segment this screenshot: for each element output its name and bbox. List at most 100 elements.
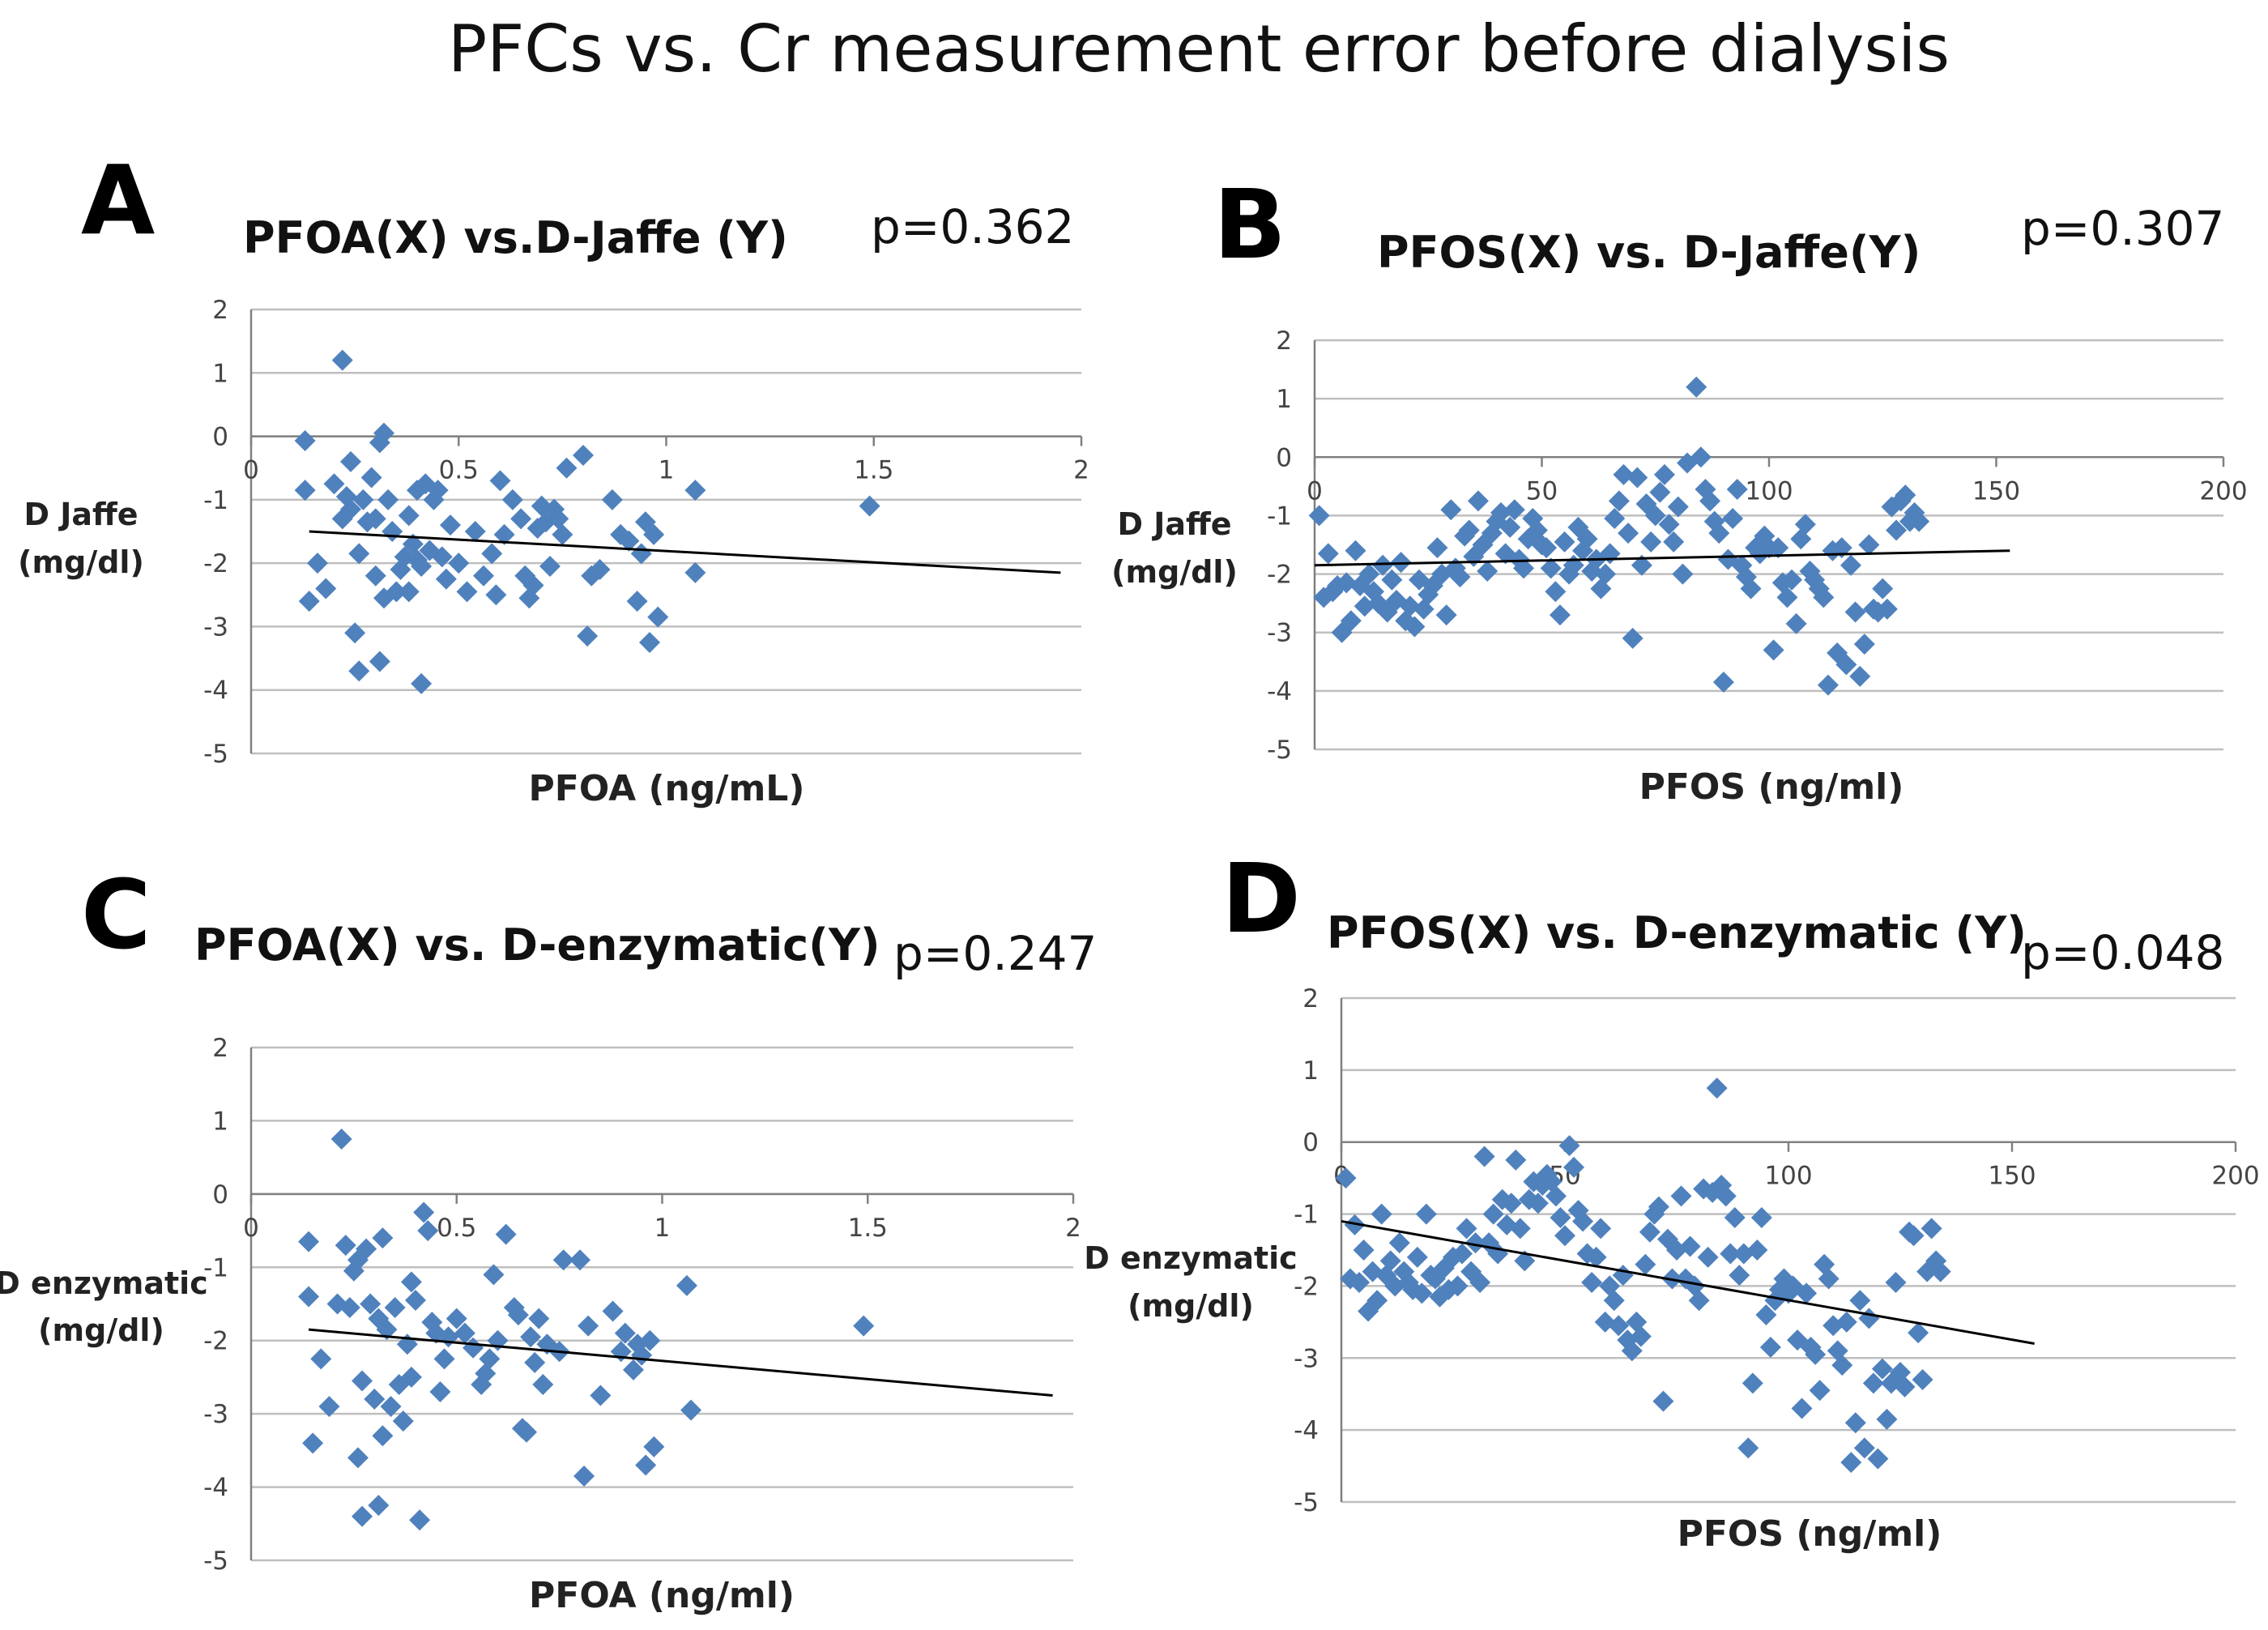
x-axis-label: PFOS (ng/ml): [1678, 1513, 1942, 1555]
y-tick-label: 1: [1276, 385, 1292, 414]
data-point: [382, 521, 403, 542]
data-point: [501, 489, 523, 510]
data-point: [1653, 463, 1675, 485]
y-tick-label: -4: [1267, 677, 1292, 706]
data-point: [347, 1447, 369, 1469]
data-point: [400, 1271, 422, 1293]
data-point: [1763, 639, 1784, 661]
data-point: [1785, 612, 1807, 634]
data-point: [1545, 1185, 1567, 1207]
y-tick-label: 1: [212, 359, 228, 388]
y-tick-label: 1: [212, 1107, 228, 1136]
data-point: [1872, 578, 1894, 600]
data-point: [1477, 560, 1498, 582]
y-axis-label-line-2: (mg/dl): [1111, 554, 1238, 590]
data-point: [481, 543, 503, 565]
data-point: [1871, 1358, 1893, 1380]
data-point: [1853, 1437, 1875, 1459]
panel-a: A PFOA(X) vs.D-Jaffe (Y) p=0.362 D Jaffe…: [18, 144, 1089, 809]
data-point: [1340, 610, 1362, 632]
data-point: [1715, 1185, 1737, 1207]
data-point: [1358, 563, 1380, 585]
data-point: [373, 422, 394, 444]
data-point: [1554, 531, 1575, 553]
data-point: [464, 521, 486, 542]
data-point: [1379, 1250, 1401, 1272]
data-point: [1670, 1185, 1692, 1207]
data-point: [1440, 499, 1462, 521]
x-tick-label: 200: [2211, 1162, 2259, 1191]
data-point: [392, 1410, 414, 1432]
data-point: [1640, 531, 1662, 553]
data-point: [639, 632, 660, 653]
data-point: [859, 495, 880, 517]
data-point: [1712, 672, 1734, 693]
data-point: [1554, 1225, 1575, 1247]
data-point: [1781, 569, 1803, 591]
data-point: [398, 505, 420, 527]
y-tick-label: -1: [1267, 501, 1292, 531]
data-point: [1513, 557, 1535, 579]
data-point: [402, 533, 424, 555]
data-point: [532, 1373, 554, 1395]
data-point: [298, 591, 320, 612]
data-point: [1648, 1196, 1669, 1218]
y-axis-label-line-1: D enzymatic: [0, 1265, 208, 1301]
data-point: [1649, 481, 1671, 503]
data-point: [372, 1227, 394, 1249]
x-tick-label: 150: [1988, 1162, 2036, 1191]
x-tick-label: 200: [2199, 476, 2247, 506]
data-point: [409, 1509, 431, 1531]
data-point: [1840, 1452, 1862, 1474]
data-point: [573, 445, 594, 467]
x-tick-label: 2: [1065, 1214, 1081, 1243]
data-point: [602, 1300, 624, 1322]
data-point: [340, 450, 361, 472]
data-point: [454, 1322, 475, 1344]
data-point: [1699, 490, 1721, 512]
data-point: [1604, 508, 1626, 530]
data-point: [1794, 514, 1816, 536]
data-point: [853, 1315, 875, 1337]
data-point: [1622, 627, 1643, 649]
data-point: [1505, 1149, 1527, 1171]
data-point: [1813, 587, 1835, 608]
trendline: [308, 1328, 1053, 1397]
y-axis-label-line-1: D enzymatic: [1084, 1240, 1297, 1276]
x-axis-label: PFOA (ng/mL): [529, 768, 805, 809]
data-point: [1509, 1218, 1531, 1240]
data-point: [684, 561, 706, 583]
data-point: [360, 1293, 382, 1315]
data-point: [1726, 478, 1748, 500]
data-point: [298, 1286, 320, 1308]
data-point: [483, 1264, 505, 1286]
y-tick-label: -4: [203, 676, 228, 706]
y-tick-label: -1: [203, 486, 228, 515]
data-point: [1366, 1290, 1388, 1312]
data-point: [590, 1385, 612, 1406]
data-point: [1404, 616, 1426, 638]
panel-letter: A: [81, 144, 155, 256]
data-point: [1536, 537, 1558, 559]
data-point: [1411, 1282, 1433, 1304]
plot-area: 2 1 0 -1 -2 -3 -4 -5 0 50 100 150 200: [1267, 326, 2248, 765]
data-point: [1482, 1203, 1504, 1225]
y-axis-label-line-2: (mg/dl): [18, 544, 144, 580]
plot-area: 2 1 0 -1 -2 -3 -4 -5 0 0.5 1 1.5 2: [203, 1034, 1081, 1576]
data-point: [1776, 587, 1798, 608]
data-point: [1447, 1275, 1469, 1297]
x-tick-label: 0.5: [437, 1214, 476, 1243]
data-point: [1921, 1218, 1942, 1240]
data-point: [364, 565, 386, 587]
y-tick-label: 2: [1302, 984, 1319, 1013]
data-point: [1912, 1368, 1933, 1390]
data-point: [1456, 1218, 1477, 1240]
y-tick-label: -3: [203, 1400, 228, 1429]
data-point: [635, 1454, 657, 1476]
data-point: [400, 1366, 422, 1388]
data-point: [340, 498, 361, 520]
data-point: [398, 581, 420, 603]
data-point: [1558, 1135, 1580, 1157]
data-point: [528, 1308, 550, 1329]
